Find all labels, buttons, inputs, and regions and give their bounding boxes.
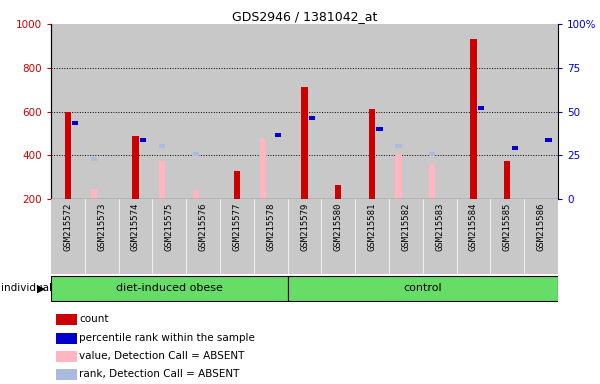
Bar xyxy=(56,351,77,362)
Bar xyxy=(457,199,490,274)
Text: GSM215586: GSM215586 xyxy=(536,203,545,251)
Text: GSM215583: GSM215583 xyxy=(435,203,444,251)
Bar xyxy=(275,132,281,137)
Bar xyxy=(186,199,220,274)
Text: GSM215585: GSM215585 xyxy=(503,203,512,251)
Bar xyxy=(376,127,383,131)
Bar xyxy=(159,161,165,199)
Bar xyxy=(287,199,322,274)
Bar xyxy=(91,157,97,161)
Text: GSM215575: GSM215575 xyxy=(165,203,174,251)
Text: GSM215579: GSM215579 xyxy=(300,203,309,251)
Bar xyxy=(335,185,341,199)
Text: GSM215576: GSM215576 xyxy=(199,203,208,251)
Bar xyxy=(395,154,401,199)
Bar xyxy=(193,190,199,199)
Bar xyxy=(51,276,287,301)
Bar xyxy=(470,40,476,199)
Bar xyxy=(119,199,152,274)
Bar xyxy=(389,24,423,199)
Text: GSM215581: GSM215581 xyxy=(368,203,377,251)
Bar xyxy=(91,189,97,199)
Text: ▶: ▶ xyxy=(37,283,45,293)
Bar xyxy=(322,199,355,274)
Text: GSM215574: GSM215574 xyxy=(131,203,140,251)
Bar xyxy=(119,24,152,199)
Bar xyxy=(490,199,524,274)
Bar xyxy=(287,276,558,301)
Text: GSM215580: GSM215580 xyxy=(334,203,343,251)
Bar xyxy=(389,199,423,274)
Text: GSM215578: GSM215578 xyxy=(266,203,275,251)
Bar xyxy=(56,333,77,344)
Text: GSM215573: GSM215573 xyxy=(97,203,106,251)
Bar xyxy=(260,139,266,199)
Bar xyxy=(72,121,79,124)
Bar xyxy=(140,138,146,142)
Bar xyxy=(524,199,558,274)
Text: GSM215584: GSM215584 xyxy=(469,203,478,251)
Bar xyxy=(309,116,315,120)
Bar xyxy=(254,199,287,274)
Bar xyxy=(220,199,254,274)
Bar xyxy=(423,199,457,274)
Text: rank, Detection Call = ABSENT: rank, Detection Call = ABSENT xyxy=(79,369,239,379)
Bar xyxy=(490,24,524,199)
Bar xyxy=(152,199,186,274)
Text: count: count xyxy=(79,314,109,324)
Bar xyxy=(322,24,355,199)
Bar xyxy=(429,152,436,156)
Bar xyxy=(220,24,254,199)
Bar xyxy=(369,109,375,199)
Bar xyxy=(457,24,490,199)
Bar xyxy=(287,24,322,199)
Bar xyxy=(429,164,436,199)
Bar xyxy=(545,138,551,142)
Text: GSM215582: GSM215582 xyxy=(401,203,410,251)
Bar xyxy=(51,24,85,199)
Bar xyxy=(133,136,139,199)
Bar xyxy=(355,199,389,274)
Title: GDS2946 / 1381042_at: GDS2946 / 1381042_at xyxy=(232,10,377,23)
Bar xyxy=(355,24,389,199)
Bar xyxy=(504,161,511,199)
Bar xyxy=(51,199,85,274)
Bar xyxy=(512,146,518,150)
Bar xyxy=(524,24,558,199)
Bar xyxy=(478,106,484,110)
Bar xyxy=(193,152,199,156)
Text: GSM215577: GSM215577 xyxy=(232,203,241,251)
Bar xyxy=(56,314,77,324)
Bar xyxy=(56,369,77,380)
Bar xyxy=(186,24,220,199)
Text: value, Detection Call = ABSENT: value, Detection Call = ABSENT xyxy=(79,351,244,361)
Bar xyxy=(395,144,401,147)
Bar xyxy=(152,24,186,199)
Bar xyxy=(65,112,71,199)
Bar xyxy=(234,171,240,199)
Bar xyxy=(159,144,165,147)
Bar xyxy=(85,24,119,199)
Text: GSM215572: GSM215572 xyxy=(64,203,73,251)
Text: diet-induced obese: diet-induced obese xyxy=(116,283,223,293)
Bar xyxy=(254,24,287,199)
Bar xyxy=(423,24,457,199)
Text: control: control xyxy=(403,283,442,293)
Bar xyxy=(85,199,119,274)
Text: individual: individual xyxy=(1,283,52,293)
Bar xyxy=(301,86,308,199)
Text: percentile rank within the sample: percentile rank within the sample xyxy=(79,333,255,343)
